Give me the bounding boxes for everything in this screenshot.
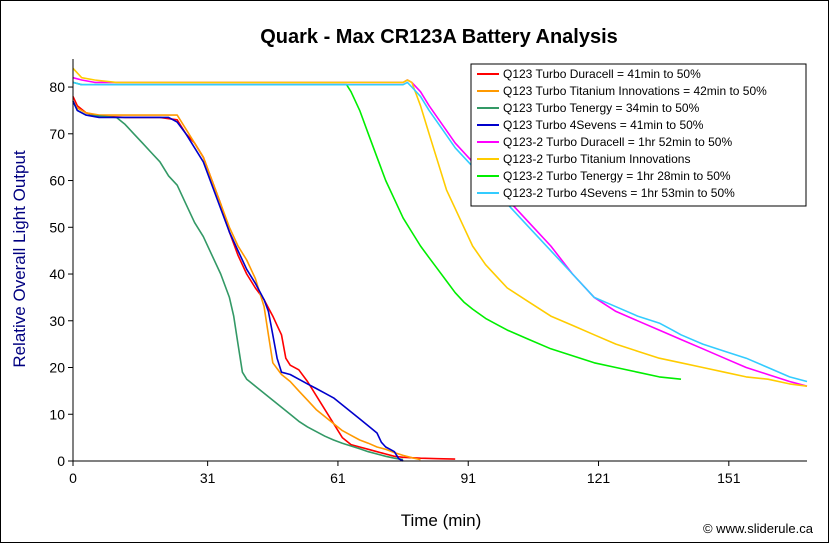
y-tick-label: 60 [49,173,65,189]
chart-title: Quark - Max CR123A Battery Analysis [260,26,618,48]
x-tick-label: 91 [460,470,476,486]
y-tick-label: 70 [49,126,65,142]
legend-label: Q123 Turbo Tenergy = 34min to 50% [503,101,700,115]
legend-box [470,63,807,207]
credit-text: © www.sliderule.ca [703,521,814,536]
y-tick-label: 20 [49,360,65,376]
x-axis-title: Time (min) [401,511,482,530]
x-tick-label: 151 [717,470,741,486]
y-tick-label: 80 [49,79,65,95]
x-tick-label: 31 [200,470,216,486]
legend-label: Q123-2 Turbo Titanium Innovations [503,152,690,166]
series-line-6 [72,67,808,387]
series-line-1 [72,96,456,460]
y-tick-label: 10 [49,406,65,422]
y-tick-label: 0 [57,453,65,469]
legend-label: Q123 Turbo Titanium Innovations = 42min … [503,84,767,98]
series-line-2 [72,100,421,461]
legend-label: Q123-2 Turbo Tenergy = 1hr 28min to 50% [503,169,731,183]
y-tick-label: 50 [49,219,65,235]
legend-label: Q123 Turbo Duracell = 41min to 50% [503,67,701,81]
x-tick-label: 61 [330,470,346,486]
series-line-3 [72,100,404,461]
series-line-4 [72,100,404,462]
legend: Q123 Turbo Duracell = 41min to 50% Q123 T… [470,63,807,207]
x-axis-ticks: 0 31 61 91 121 151 [69,461,741,486]
y-axis-ticks: 0 10 20 30 40 50 60 70 80 [49,79,73,469]
legend-label: Q123 Turbo 4Sevens = 41min to 50% [503,118,704,132]
y-tick-label: 40 [49,266,65,282]
series-layer [72,67,808,462]
legend-label: Q123-2 Turbo 4Sevens = 1hr 53min to 50% [503,186,735,200]
x-tick-label: 121 [587,470,611,486]
legend-label: Q123-2 Turbo Duracell = 1hr 52min to 50% [503,135,732,149]
x-tick-label: 0 [69,470,77,486]
y-tick-label: 30 [49,313,65,329]
y-axis-title: Relative Overall Light Output [10,150,29,368]
